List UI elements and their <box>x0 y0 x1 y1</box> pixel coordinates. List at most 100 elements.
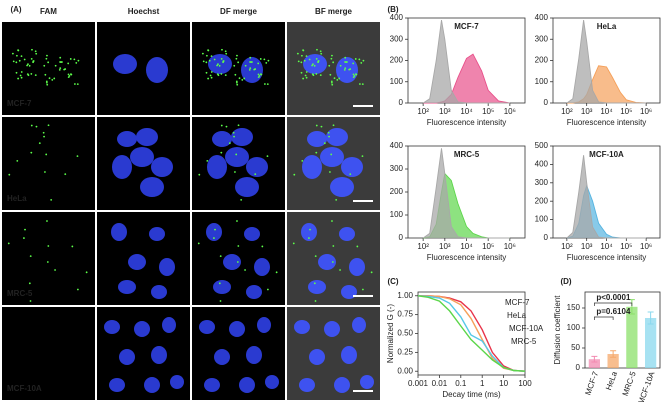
x-tick-label: 10⁶ <box>504 107 516 116</box>
fam-spot <box>311 64 313 67</box>
area-outline <box>422 148 510 239</box>
nucleus <box>214 349 230 365</box>
fam-spot <box>305 71 308 73</box>
nucleus <box>303 54 327 74</box>
fam-spot <box>34 50 37 53</box>
fam-spot <box>361 83 364 85</box>
y-tick-label: 0.00 <box>397 366 413 375</box>
x-tick-label: 10⁵ <box>620 242 632 251</box>
fam-spot <box>315 124 318 127</box>
fam-spot <box>358 58 361 61</box>
x-tick-label: 0.01 <box>432 379 448 388</box>
fam-spot <box>46 220 48 222</box>
fam-spot <box>356 245 359 248</box>
y-tick-label: 300 <box>390 164 404 173</box>
fam-spot <box>26 64 28 67</box>
fam-spot <box>257 62 260 65</box>
fam-spot <box>236 261 239 263</box>
fam-spot <box>218 64 221 67</box>
fam-spot <box>205 61 208 64</box>
fam-spot <box>222 61 224 64</box>
y-tick-label: 0 <box>576 363 581 372</box>
y-tick-label: 1.00 <box>397 291 413 300</box>
fam-spot <box>47 245 50 247</box>
fam-spot <box>45 80 48 83</box>
fam-spot <box>312 63 314 66</box>
nucleus <box>326 128 348 146</box>
y-tick-label: 0 <box>399 98 404 107</box>
fam-spot <box>249 56 252 59</box>
fam-spot <box>18 59 21 62</box>
fam-spot <box>207 77 210 80</box>
x-axis-label: Fluorescence intensity <box>427 253 507 262</box>
fam-spot <box>339 269 341 271</box>
nucleus <box>334 377 350 393</box>
bar <box>645 318 657 368</box>
y-tick-label: 0.50 <box>397 329 413 338</box>
area-fill <box>566 20 647 104</box>
bar <box>607 354 619 368</box>
x-tick-label: 10⁴ <box>460 107 473 116</box>
fam-spot <box>317 61 319 64</box>
y-axis-label: Diffusion coefficient <box>553 295 562 365</box>
fam-spot <box>73 58 76 61</box>
fam-spot <box>309 228 311 231</box>
fam-spot <box>28 282 31 285</box>
x-tick-label: 10² <box>417 107 429 116</box>
fam-spot <box>31 48 33 51</box>
x-tick-label: 10² <box>561 107 573 116</box>
fam-spot <box>12 60 15 63</box>
nucleus <box>246 157 268 177</box>
fam-spot <box>305 76 308 79</box>
nucleus <box>349 258 365 276</box>
fam-spot <box>15 71 18 74</box>
fam-spot <box>250 61 252 63</box>
fam-spot <box>244 269 246 271</box>
nucleus <box>130 147 154 167</box>
fam-spot <box>243 77 246 80</box>
fam-spot <box>329 171 331 173</box>
fam-spot <box>237 245 240 247</box>
fam-spot <box>17 49 19 52</box>
fam-spot <box>205 71 208 74</box>
fam-spot <box>275 271 278 274</box>
nucleus <box>246 285 262 299</box>
x-tick-label: 10⁴ <box>600 242 613 251</box>
image-panel <box>192 22 285 115</box>
fam-spot <box>315 151 318 154</box>
fam-spot <box>30 73 33 75</box>
fam-spot <box>343 68 346 71</box>
x-tick-label: 10⁵ <box>620 107 632 116</box>
fam-spot <box>85 271 88 274</box>
fam-spot <box>359 83 361 85</box>
nucleus <box>112 155 132 179</box>
fam-spot <box>64 173 67 176</box>
fam-spot <box>218 282 221 285</box>
fam-spot <box>197 242 200 245</box>
fam-spot <box>198 173 201 176</box>
fam-spot <box>20 71 23 73</box>
y-tick-label: 100 <box>567 323 581 332</box>
significance-bracket <box>594 316 614 320</box>
nucleus <box>111 223 127 241</box>
chart-title: MCF-7 <box>454 22 479 31</box>
image-panel <box>2 22 95 115</box>
nucleus <box>294 320 310 334</box>
fam-spot <box>30 124 33 127</box>
x-tick-label: 10⁶ <box>640 242 652 251</box>
x-tick-label: 10⁴ <box>600 107 613 116</box>
fam-spot <box>329 73 332 76</box>
fam-spot <box>235 80 238 83</box>
nucleus <box>246 346 262 364</box>
legend-label: MCF-10A <box>509 324 544 333</box>
fam-spot <box>238 77 241 80</box>
annotation: p=0.6104 <box>596 307 631 316</box>
x-axis-label: Fluorescence intensity <box>567 118 647 127</box>
fam-spot <box>361 288 364 291</box>
y-tick-label: 0.75 <box>397 310 413 319</box>
fam-spot <box>225 125 228 128</box>
y-tick-label: 150 <box>567 303 581 312</box>
fam-spot <box>335 199 338 201</box>
fam-spot <box>257 73 260 76</box>
y-tick-label: 100 <box>535 77 549 86</box>
